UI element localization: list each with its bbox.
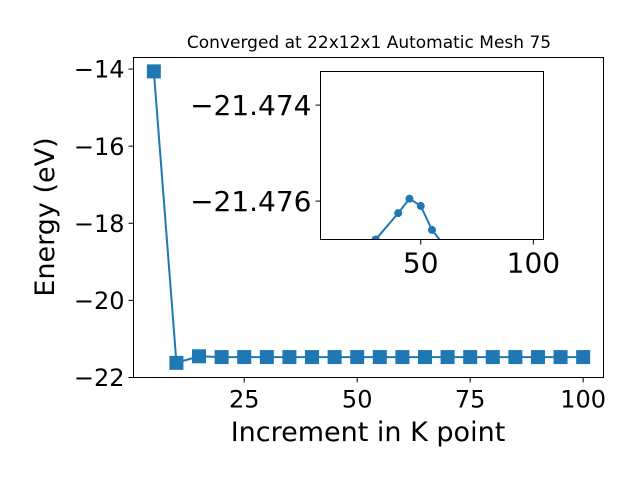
inset-data-point [462,252,470,260]
main-x-tick-label: 25 [229,386,260,414]
inset-x-axis: 50 100 [403,239,560,280]
inset-data-point [416,201,425,210]
inset-y-axis: −21.476 −21.474 [190,89,321,218]
x-axis-label: Increment in K point [231,417,506,448]
main-data-point [192,349,207,364]
inset-data-point [371,235,380,240]
inset-data-point [439,240,447,248]
main-y-axis: −22 −20 −18 −16 −14 [74,56,134,392]
inset-x-tick-label: 100 [507,247,560,280]
main-data-point [508,350,523,365]
main-y-tick-label: −16 [74,133,125,161]
inset-series [371,194,504,265]
main-x-tick-label: 75 [455,386,486,414]
main-data-point [169,355,184,370]
inset-x-tick-label: 50 [403,247,439,280]
main-x-tick-label: 100 [560,386,606,414]
main-data-point [214,350,229,365]
main-data-point [530,350,545,365]
main-data-point [576,350,591,365]
main-data-point [305,350,320,365]
main-y-tick-label: −22 [74,364,125,392]
inset-frame [320,71,544,240]
inset-chart: 50 100 −21.476 −21.474 [190,71,560,280]
main-data-point [553,350,568,365]
main-data-point [417,350,432,365]
main-data-point [485,350,500,365]
chart-title: Converged at 22x12x1 Automatic Mesh 75 [187,33,551,53]
main-x-axis: 25 50 75 100 [229,377,606,414]
main-data-point [463,350,478,365]
main-x-tick-label: 50 [342,386,373,414]
main-data-point [372,350,387,365]
inset-data-point [451,257,459,265]
main-data-point [395,350,410,365]
main-data-point [282,350,297,365]
main-data-point [259,350,274,365]
inset-background [320,71,544,240]
inset-y-tick-label: −21.476 [190,185,311,218]
main-data-point [440,350,455,365]
main-y-tick-label: −14 [74,56,125,84]
main-series-marks [146,64,591,370]
y-axis-label: Energy (eV) [30,137,61,296]
inset-data-point [484,240,492,248]
inset-data-point [405,194,414,203]
inset-series-marks [371,194,504,265]
main-data-point [350,350,365,365]
inset-y-tick-label: −21.474 [190,89,311,122]
main-data-point [146,64,161,79]
main-y-tick-label: −18 [74,210,125,238]
main-plot-frame [133,57,604,378]
inset-data-point [496,240,504,248]
inset-data-point [428,225,436,234]
main-data-point [327,350,342,365]
main-data-point [237,350,252,365]
inset-data-point [473,250,481,258]
main-series [146,64,591,370]
main-y-tick-label: −20 [74,287,125,315]
inset-data-point [394,209,403,218]
